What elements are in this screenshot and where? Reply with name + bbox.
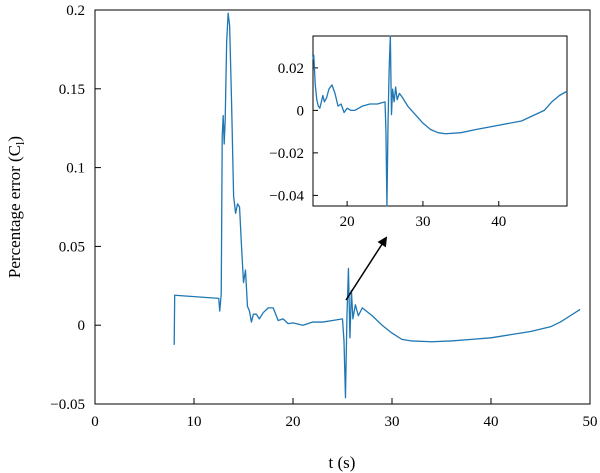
main-y-tick-label: 0.05 xyxy=(59,239,85,255)
main-x-ticks: 0 10 20 30 40 50 xyxy=(91,398,598,430)
inset-x-tick-label: 20 xyxy=(340,214,355,230)
inset-y-tick-label: 0.02 xyxy=(278,61,304,77)
y-axis-title-main: Percentage error (C xyxy=(5,145,24,278)
main-y-tick-label: 0.2 xyxy=(66,3,85,19)
inset-plot-frame xyxy=(312,35,568,207)
inset-x-tick-label: 40 xyxy=(491,214,506,230)
inset-y-tick-label: −0.02 xyxy=(269,146,304,162)
main-x-tick-label: 20 xyxy=(286,414,301,430)
main-x-tick-label: 10 xyxy=(187,414,202,430)
main-y-tick-label: 0.15 xyxy=(59,82,85,98)
main-y-tick-label: −0.05 xyxy=(50,397,85,413)
inset-plot: 20 30 40 −0.04 −0.02 0 0.02 xyxy=(269,35,568,230)
main-y-ticks: −0.05 0 0.05 0.1 0.15 0.2 xyxy=(50,3,101,413)
main-plot-frame xyxy=(94,9,591,405)
inset-series-line xyxy=(312,35,568,207)
main-x-tick-label: 40 xyxy=(484,414,499,430)
inset-plot-background xyxy=(313,36,567,206)
inset-y-ticks: −0.04 −0.02 0 0.02 xyxy=(269,61,318,204)
main-series-line xyxy=(173,12,581,399)
main-x-tick-label: 0 xyxy=(91,414,99,430)
y-axis-title: Percentage error (Cl) xyxy=(5,136,27,278)
inset-x-ticks: 20 30 40 xyxy=(340,201,506,230)
main-x-tick-label: 50 xyxy=(583,414,598,430)
inset-y-tick-label: 0 xyxy=(297,103,305,119)
main-x-tick-label: 30 xyxy=(385,414,400,430)
y-axis-title-subscript: l xyxy=(13,141,27,145)
y-axis-title-close: ) xyxy=(5,136,24,142)
inset-x-tick-label: 30 xyxy=(415,214,430,230)
main-plot: 0 10 20 30 40 50 −0.05 0 0.05 0.1 0.15 0.2 xyxy=(50,3,597,430)
main-y-tick-label: 0 xyxy=(78,318,86,334)
main-y-tick-label: 0.1 xyxy=(66,161,85,177)
x-axis-title: t (s) xyxy=(329,453,356,472)
inset-y-tick-label: −0.04 xyxy=(269,188,304,204)
zoom-arrow xyxy=(345,236,388,301)
